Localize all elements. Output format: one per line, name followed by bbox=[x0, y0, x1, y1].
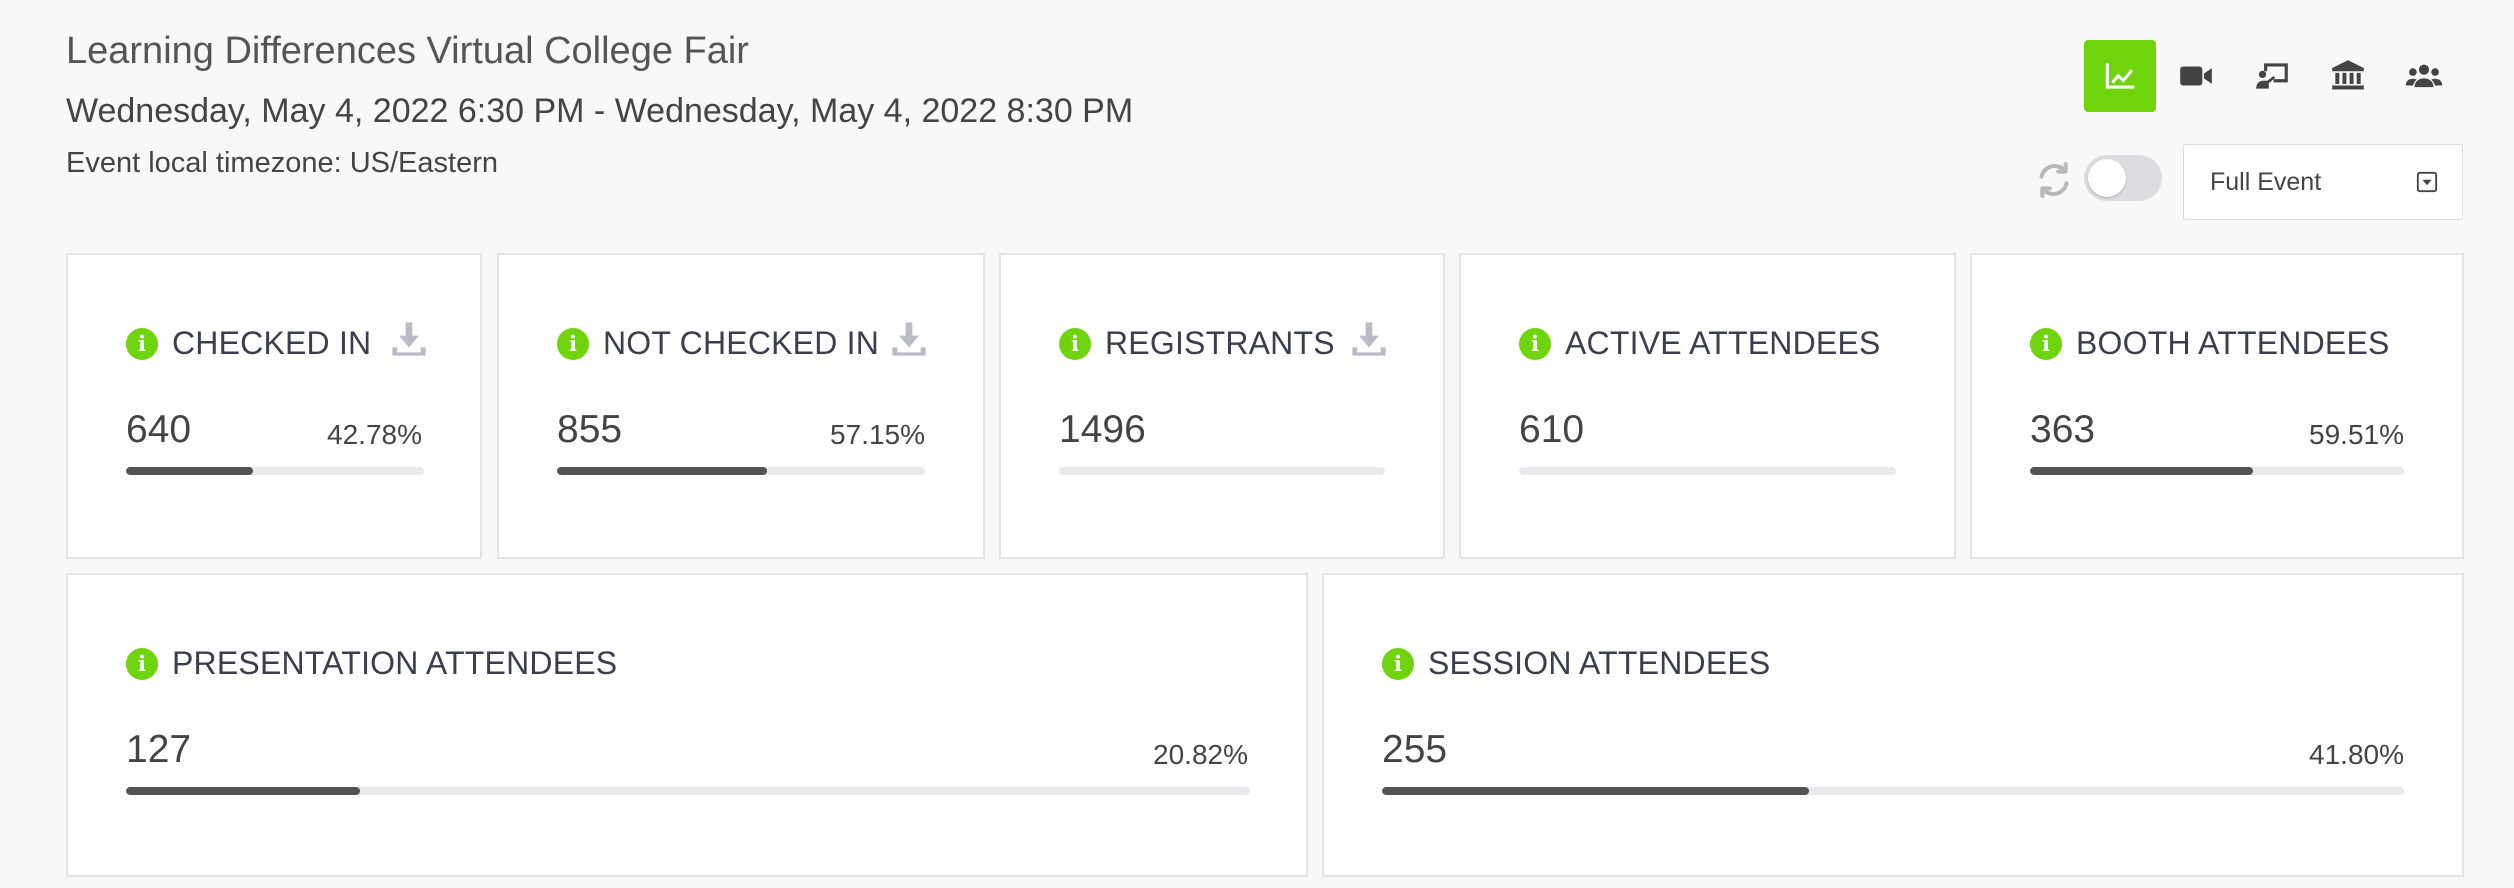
card-header: i ACTIVE ATTENDEES bbox=[1519, 325, 1881, 362]
progress-fill bbox=[126, 467, 254, 475]
progress-fill bbox=[2030, 467, 2253, 475]
analytics-view-button[interactable] bbox=[2084, 40, 2156, 112]
progress-fill bbox=[126, 787, 361, 795]
download-icon[interactable] bbox=[1349, 319, 1389, 359]
time-range-value: Full Event bbox=[2210, 167, 2322, 196]
card-label: ACTIVE ATTENDEES bbox=[1565, 325, 1881, 361]
stat-card-active-attendees: i ACTIVE ATTENDEES 610 bbox=[1459, 253, 1956, 559]
info-icon[interactable]: i bbox=[557, 327, 589, 360]
card-header: i CHECKED IN bbox=[126, 325, 371, 362]
stat-card-registrants: i REGISTRANTS 1496 bbox=[999, 253, 1445, 559]
card-percent: 57.15% bbox=[830, 419, 925, 450]
info-icon[interactable]: i bbox=[1382, 647, 1414, 680]
event-timezone: Event local timezone: US/Eastern bbox=[66, 147, 498, 179]
video-view-button[interactable] bbox=[2160, 40, 2232, 112]
card-label: PRESENTATION ATTENDEES bbox=[172, 645, 618, 681]
card-label: BOOTH ATTENDEES bbox=[2076, 325, 2390, 361]
progress-fill bbox=[557, 467, 768, 475]
card-header: i REGISTRANTS bbox=[1059, 325, 1335, 362]
download-icon[interactable] bbox=[389, 319, 429, 359]
card-value: 127 bbox=[126, 728, 192, 771]
toggle-knob bbox=[2088, 159, 2126, 197]
card-percent: 59.51% bbox=[2309, 419, 2404, 450]
video-icon bbox=[2180, 66, 2212, 86]
refresh-icon[interactable] bbox=[2034, 160, 2074, 200]
progress-track bbox=[557, 467, 925, 475]
card-value: 363 bbox=[2030, 408, 2096, 451]
progress-track bbox=[2030, 467, 2404, 475]
info-icon[interactable]: i bbox=[1059, 327, 1091, 360]
event-title: Learning Differences Virtual College Fai… bbox=[66, 30, 749, 72]
card-value: 255 bbox=[1382, 728, 1448, 771]
chart-line-icon bbox=[2105, 63, 2135, 89]
attendees-view-button[interactable] bbox=[2388, 40, 2460, 112]
stat-card-checked-in: i CHECKED IN 640 42.78% bbox=[66, 253, 482, 559]
card-percent: 41.80% bbox=[2309, 739, 2404, 770]
presentation-view-button[interactable] bbox=[2236, 40, 2308, 112]
card-header: i BOOTH ATTENDEES bbox=[2030, 325, 2390, 362]
card-header: i NOT CHECKED IN bbox=[557, 325, 879, 362]
card-label: SESSION ATTENDEES bbox=[1428, 645, 1771, 681]
presentation-icon bbox=[2256, 63, 2288, 89]
card-label: NOT CHECKED IN bbox=[603, 325, 880, 361]
card-label: CHECKED IN bbox=[172, 325, 372, 361]
progress-track bbox=[1059, 467, 1385, 475]
card-header: i SESSION ATTENDEES bbox=[1382, 645, 1770, 682]
card-value: 855 bbox=[557, 408, 623, 451]
card-header: i PRESENTATION ATTENDEES bbox=[126, 645, 617, 682]
caret-down-icon bbox=[2416, 171, 2438, 193]
stat-card-booth-attendees: i BOOTH ATTENDEES 363 59.51% bbox=[1970, 253, 2464, 559]
institution-icon bbox=[2332, 60, 2364, 90]
time-range-select[interactable]: Full Event bbox=[2183, 144, 2463, 220]
info-icon[interactable]: i bbox=[126, 647, 158, 680]
progress-track bbox=[1382, 787, 2404, 795]
info-icon[interactable]: i bbox=[1519, 327, 1551, 360]
card-percent: 42.78% bbox=[327, 419, 422, 450]
event-dates: Wednesday, May 4, 2022 6:30 PM - Wednesd… bbox=[66, 92, 1134, 130]
card-label: REGISTRANTS bbox=[1105, 325, 1335, 361]
progress-fill bbox=[1382, 787, 1810, 795]
auto-refresh-toggle[interactable] bbox=[2084, 155, 2162, 201]
card-value: 640 bbox=[126, 408, 192, 451]
progress-track bbox=[126, 787, 1250, 795]
progress-track bbox=[126, 467, 424, 475]
card-value: 1496 bbox=[1059, 408, 1146, 451]
stat-card-presentation-attendees: i PRESENTATION ATTENDEES 127 20.82% bbox=[66, 573, 1308, 877]
download-icon[interactable] bbox=[889, 319, 929, 359]
users-icon bbox=[2405, 64, 2443, 88]
card-value: 610 bbox=[1519, 408, 1585, 451]
info-icon[interactable]: i bbox=[2030, 327, 2062, 360]
stat-card-session-attendees: i SESSION ATTENDEES 255 41.80% bbox=[1322, 573, 2464, 877]
view-switcher bbox=[2084, 40, 2460, 112]
info-icon[interactable]: i bbox=[126, 327, 158, 360]
institutions-view-button[interactable] bbox=[2312, 40, 2384, 112]
stat-card-not-checked-in: i NOT CHECKED IN 855 57.15% bbox=[497, 253, 985, 559]
card-percent: 20.82% bbox=[1153, 739, 1248, 770]
progress-track bbox=[1519, 467, 1896, 475]
